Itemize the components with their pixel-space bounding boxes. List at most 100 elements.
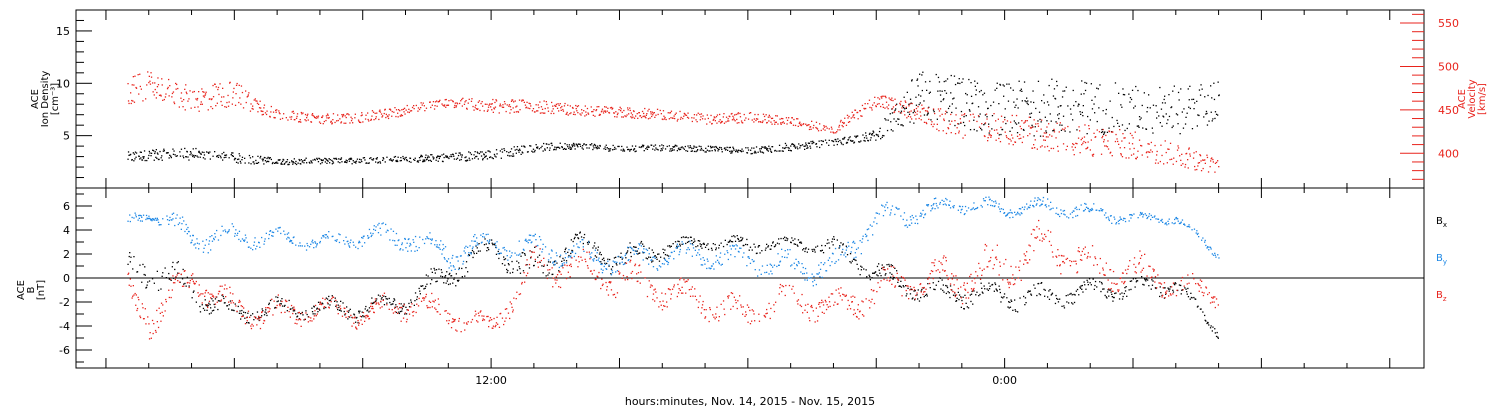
bx-point <box>1144 279 1146 281</box>
bx-point <box>1068 302 1070 304</box>
by-point <box>708 267 710 269</box>
density-point <box>467 159 469 161</box>
velocity-point <box>212 96 215 98</box>
bx-point <box>728 240 731 243</box>
density-point <box>1004 108 1006 110</box>
by-point <box>667 261 670 264</box>
density-point <box>923 114 926 116</box>
velocity-point <box>1062 143 1065 145</box>
bx-point <box>828 242 830 244</box>
velocity-point <box>645 117 647 119</box>
by-point <box>210 249 212 251</box>
density-point <box>1168 94 1170 96</box>
bx-point <box>680 236 683 239</box>
bx-point <box>465 261 468 263</box>
velocity-point <box>138 93 140 95</box>
velocity-point <box>750 112 752 114</box>
velocity-tick-label: 450 <box>1438 104 1459 117</box>
density-point <box>327 160 329 162</box>
density-point <box>565 148 567 150</box>
density-point <box>255 162 257 164</box>
density-point <box>541 145 543 147</box>
by-point <box>997 206 1000 208</box>
density-point <box>273 162 276 164</box>
density-point <box>445 156 447 158</box>
bx-point <box>911 298 913 300</box>
velocity-point <box>1064 127 1066 129</box>
by-point <box>328 231 330 233</box>
bx-point <box>982 292 984 294</box>
density-point <box>272 161 274 164</box>
density-point <box>311 162 313 164</box>
bx-point <box>964 294 966 296</box>
velocity-point <box>1218 166 1220 168</box>
density-point <box>1182 127 1185 129</box>
density-point <box>482 159 484 161</box>
bx-point <box>174 268 176 271</box>
density-point <box>590 144 592 146</box>
density-point <box>241 156 244 158</box>
by-point <box>884 209 886 212</box>
bx-point <box>579 231 581 233</box>
density-point <box>704 151 706 153</box>
velocity-point <box>339 118 341 120</box>
velocity-point <box>371 110 374 112</box>
bx-point <box>598 253 601 255</box>
velocity-point <box>1041 119 1043 121</box>
density-point <box>1067 105 1069 107</box>
velocity-point <box>1104 145 1106 147</box>
velocity-point <box>558 110 560 112</box>
velocity-point <box>397 116 399 118</box>
density-point <box>927 112 929 114</box>
velocity-point <box>928 118 930 120</box>
velocity-point <box>1092 153 1095 155</box>
velocity-point <box>581 109 583 111</box>
bx-point <box>209 303 211 306</box>
by-point <box>917 222 919 225</box>
bx-point <box>1029 290 1031 292</box>
bx-point <box>441 276 444 278</box>
by-point <box>476 237 478 239</box>
by-point <box>202 240 204 242</box>
density-point <box>288 163 290 166</box>
by-point <box>443 247 445 250</box>
density-point <box>333 157 335 160</box>
density-point <box>161 159 163 161</box>
velocity-point <box>882 103 884 106</box>
by-point <box>556 255 558 257</box>
bx-point <box>691 240 693 242</box>
bx-point <box>767 246 769 248</box>
velocity-point <box>291 116 293 118</box>
density-point <box>585 144 588 146</box>
bx-point <box>280 303 282 305</box>
velocity-point <box>1016 135 1019 137</box>
density-point <box>310 160 312 162</box>
bx-point <box>157 289 160 291</box>
density-point <box>348 160 351 162</box>
by-point <box>952 207 955 209</box>
density-point <box>478 152 481 155</box>
density-point <box>572 142 575 145</box>
density-point <box>179 155 182 157</box>
velocity-point <box>527 107 529 109</box>
density-point <box>522 152 524 154</box>
velocity-point <box>647 118 650 120</box>
by-point <box>290 240 293 242</box>
by-point <box>322 234 324 237</box>
velocity-point <box>662 118 664 121</box>
velocity-point <box>455 105 458 107</box>
velocity-point <box>685 114 688 116</box>
velocity-point <box>963 114 965 116</box>
velocity-point <box>300 111 302 114</box>
density-point <box>1089 119 1091 121</box>
velocity-point <box>193 90 195 93</box>
velocity-point <box>150 76 153 78</box>
velocity-point <box>731 112 733 115</box>
by-point <box>627 259 629 262</box>
by-point <box>573 245 575 247</box>
by-point <box>180 228 182 230</box>
density-point <box>1162 115 1164 117</box>
by-point <box>642 259 644 261</box>
by-point <box>499 252 501 254</box>
bx-point <box>1104 294 1106 297</box>
